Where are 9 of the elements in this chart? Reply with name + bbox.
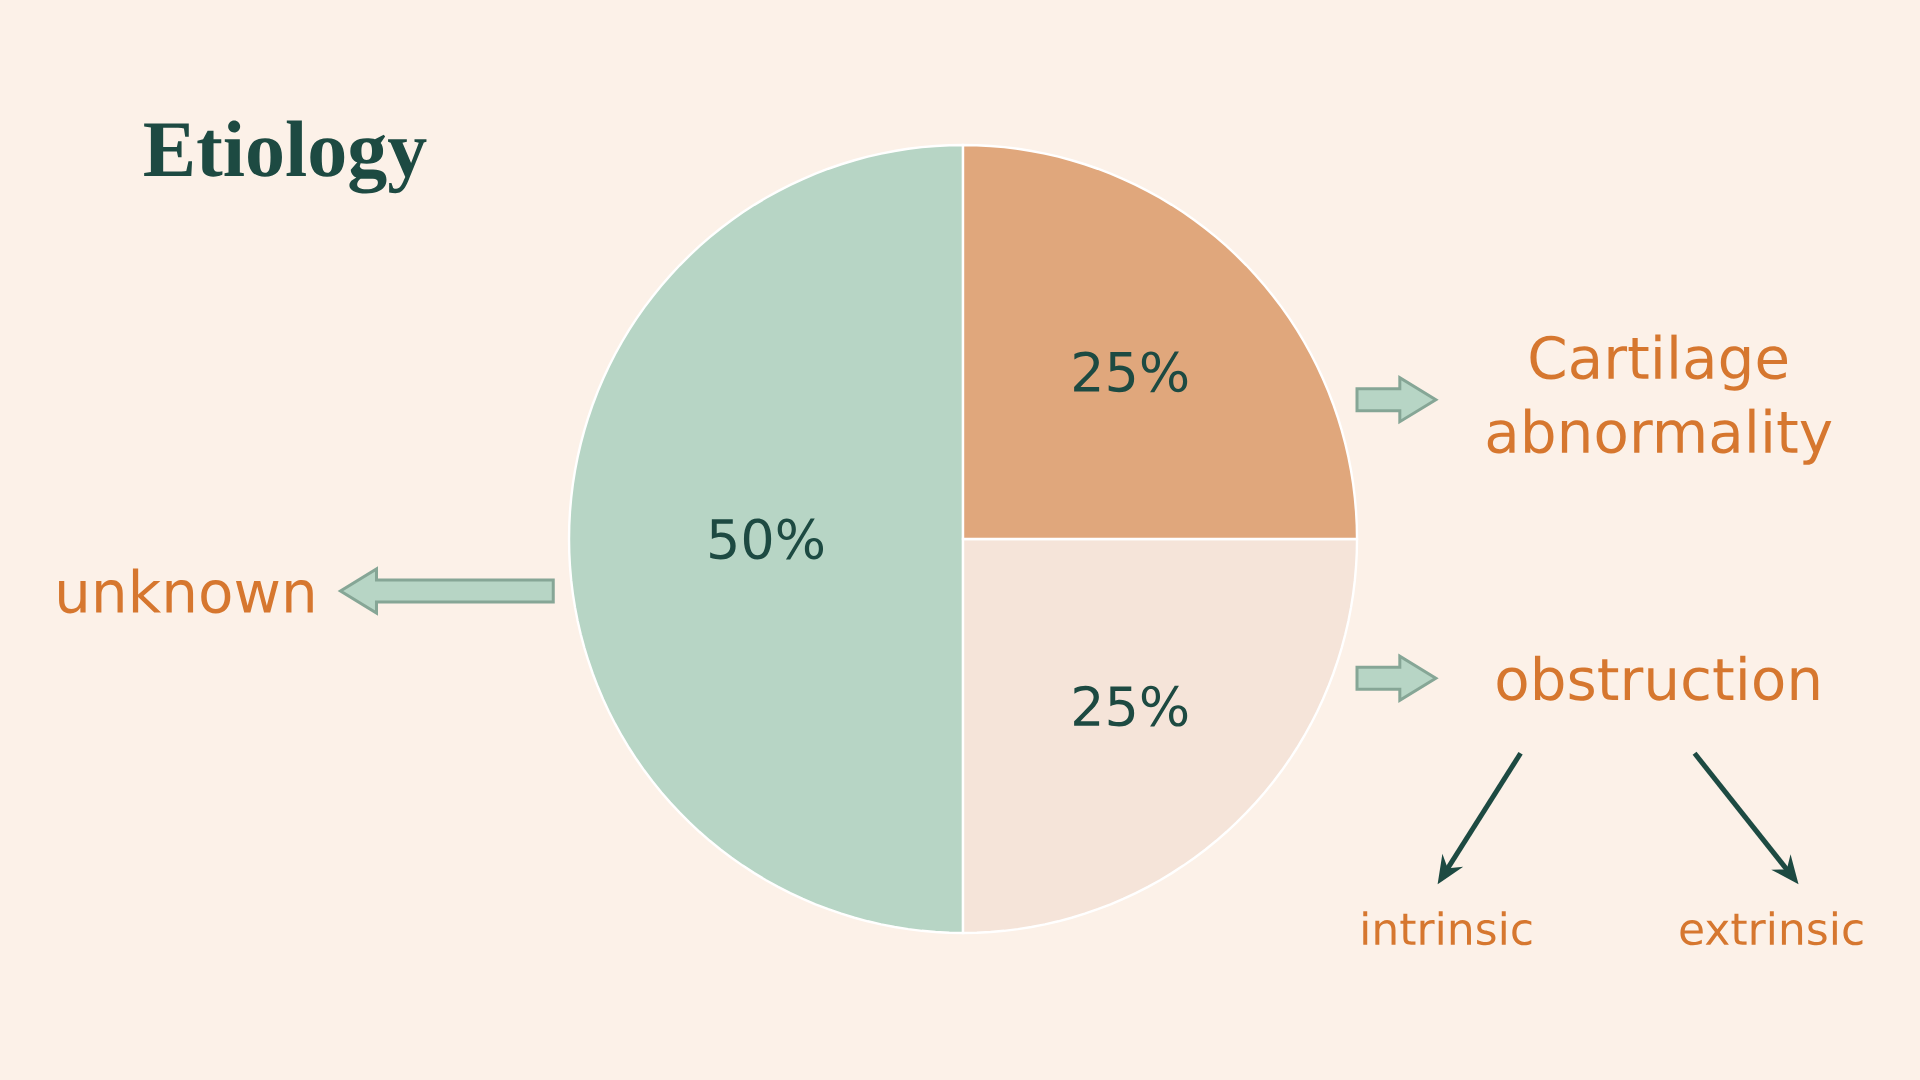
chart-title: Etiology — [144, 120, 427, 194]
data-label: 50% — [710, 518, 824, 560]
text: extrinsic — [1680, 911, 1863, 946]
slice-label: obstruction — [1497, 655, 1819, 701]
slice-label: Cartilage abnormality — [1487, 334, 1832, 465]
slice-label: unknown — [59, 568, 313, 614]
text: intrinsic — [1363, 911, 1532, 946]
data-label: 25% — [1074, 685, 1188, 727]
data-label: 25% — [1074, 351, 1188, 393]
